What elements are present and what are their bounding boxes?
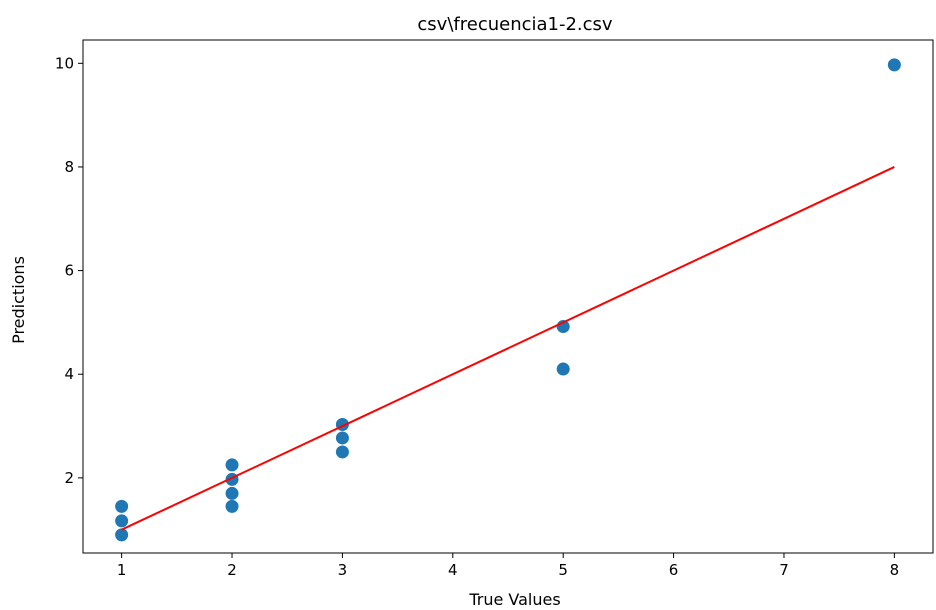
data-point (887, 58, 901, 72)
y-tick-label: 8 (64, 158, 74, 176)
x-tick-label: 5 (558, 561, 568, 579)
x-tick-label: 8 (890, 561, 900, 579)
y-tick-label: 10 (55, 54, 74, 72)
chart-title: csv\frecuencia1-2.csv (417, 14, 613, 35)
data-point (225, 499, 239, 513)
x-axis-label: True Values (468, 590, 560, 609)
y-tick-label: 2 (64, 469, 74, 487)
x-tick-label: 3 (338, 561, 348, 579)
data-point (115, 514, 129, 528)
data-point (115, 499, 129, 513)
plot-frame (82, 39, 934, 554)
data-point (225, 486, 239, 500)
x-tick-label: 4 (448, 561, 458, 579)
y-tick-label: 6 (64, 262, 74, 280)
x-tick-label: 1 (117, 561, 127, 579)
fit-line (121, 166, 895, 531)
y-tick-label: 4 (64, 365, 74, 383)
data-point (335, 445, 349, 459)
data-point (335, 431, 349, 445)
x-tick-label: 7 (779, 561, 789, 579)
x-tick-label: 6 (669, 561, 679, 579)
data-point (115, 528, 129, 542)
y-axis-label: Predictions (9, 256, 28, 344)
data-point (556, 362, 570, 376)
data-point (225, 458, 239, 472)
x-tick-label: 2 (227, 561, 237, 579)
